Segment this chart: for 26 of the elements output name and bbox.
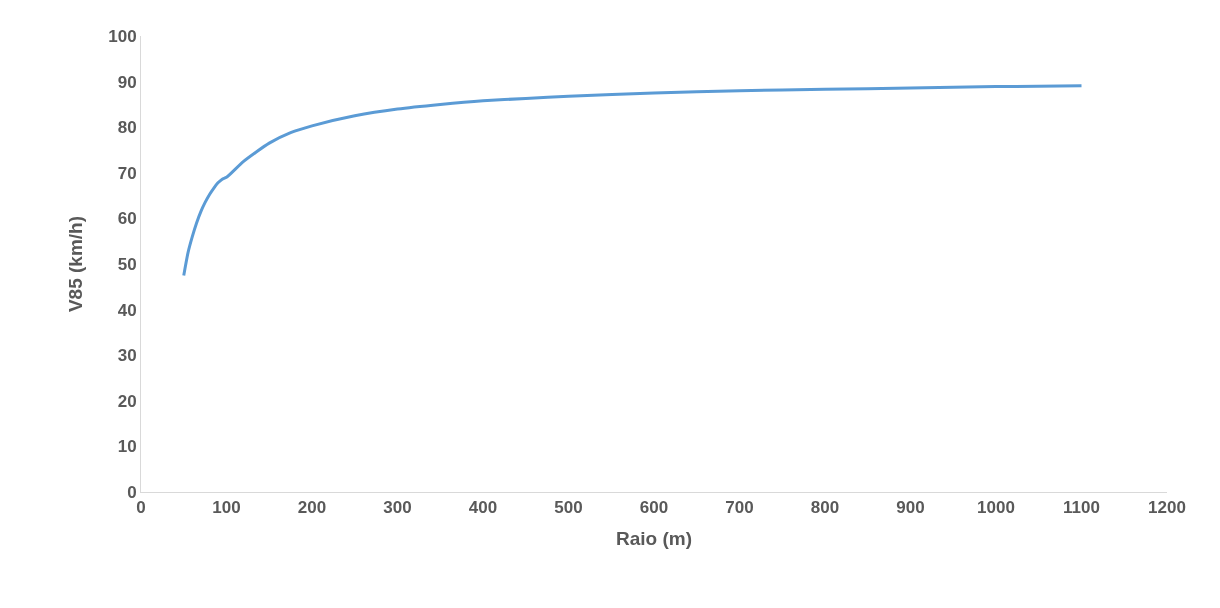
x-tick-label: 1100	[1063, 498, 1100, 518]
y-tick-label: 20	[117, 391, 137, 411]
x-tick-label: 700	[725, 498, 754, 518]
x-tick-label: 100	[212, 498, 241, 518]
y-axis-title: V85 (km/h)	[65, 215, 87, 313]
x-tick-label: 600	[639, 498, 669, 518]
y-tick-label: 40	[117, 300, 137, 320]
x-axis-title: Raio (m)	[616, 528, 692, 550]
y-tick-label: 90	[117, 72, 137, 92]
x-tick-label: 200	[297, 498, 327, 518]
y-tick-label: 50	[117, 254, 137, 274]
y-tick-label: 10	[117, 437, 137, 457]
x-tick-label: 800	[810, 498, 840, 518]
x-tick-label: 900	[896, 498, 925, 518]
y-tick-label: 100	[108, 26, 137, 46]
y-tick-label: 60	[117, 209, 137, 229]
y-tick-label: 30	[117, 346, 137, 366]
x-tick-label: 1200	[1148, 498, 1186, 518]
y-tick-label: 0	[127, 482, 137, 502]
x-tick-label: 1000	[977, 498, 1015, 518]
y-tick-label: 80	[117, 118, 137, 138]
x-tick-label: 300	[383, 498, 412, 518]
x-tick-label: 500	[554, 498, 583, 518]
x-tick-label: 400	[468, 498, 498, 518]
line-series	[182, 84, 1083, 277]
y-tick-label: 70	[117, 163, 137, 183]
